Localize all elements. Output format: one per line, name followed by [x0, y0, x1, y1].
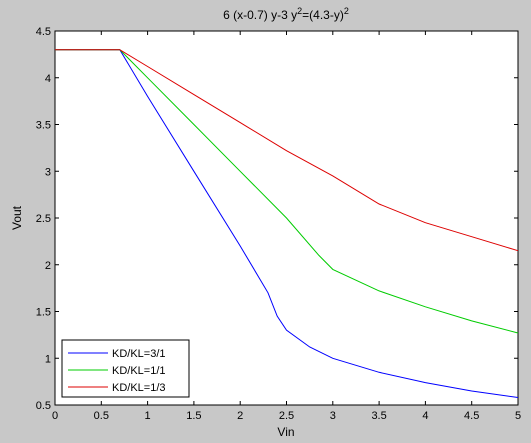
- series-line: [55, 49, 519, 398]
- y-tick-label: 1.5: [36, 307, 51, 319]
- x-tick-label: 0.5: [94, 410, 109, 422]
- title-segment: =(4.3-y): [302, 8, 344, 22]
- y-tick-label: 4.5: [36, 26, 51, 38]
- legend: KD/KL=3/1 KD/KL=1/1 KD/KL=1/3: [61, 339, 190, 398]
- x-tick-label: 4.5: [464, 410, 479, 422]
- series-line: [55, 49, 519, 252]
- x-tick-label: 4: [422, 410, 428, 422]
- title-segment: 6 (x-0.7) y-3 y: [223, 8, 297, 22]
- x-tick-label: 2: [237, 410, 243, 422]
- y-tick-label: 3: [45, 166, 51, 178]
- x-tick-label: 2.5: [279, 410, 294, 422]
- y-tick-label: 4: [45, 73, 51, 85]
- x-tick-label: 3.5: [371, 410, 386, 422]
- x-tick-label: 1: [145, 410, 151, 422]
- y-axis-label: Vout: [10, 205, 24, 230]
- y-tick-label: 0.5: [36, 400, 51, 412]
- series-line: [55, 49, 519, 334]
- legend-label: KD/KL=1/1: [112, 365, 166, 377]
- x-tick-label: 5: [515, 410, 521, 422]
- chart-title: 6 (x-0.7) y-3 y2=(4.3-y)2: [223, 6, 349, 22]
- y-axis-ticks: 0.5 1 1.5 2 2.5 3 3.5 4 4.5: [36, 26, 518, 412]
- x-tick-label: 0: [52, 410, 58, 422]
- x-tick-label: 1.5: [186, 410, 201, 422]
- y-tick-label: 2: [45, 260, 51, 272]
- legend-label: KD/KL=3/1: [112, 348, 166, 360]
- title-superscript: 2: [344, 6, 349, 16]
- legend-label: KD/KL=1/3: [112, 382, 166, 394]
- x-tick-label: 3: [330, 410, 336, 422]
- y-tick-label: 1: [45, 353, 51, 365]
- y-tick-label: 2.5: [36, 213, 51, 225]
- series-lines: [55, 49, 519, 398]
- x-axis-label: Vin: [277, 425, 294, 439]
- y-tick-label: 3.5: [36, 120, 51, 132]
- x-axis-ticks: 0 0.5 1 1.5 2 2.5 3 3.5 4 4.5 5: [52, 31, 521, 422]
- title-superscript: 2: [297, 6, 302, 16]
